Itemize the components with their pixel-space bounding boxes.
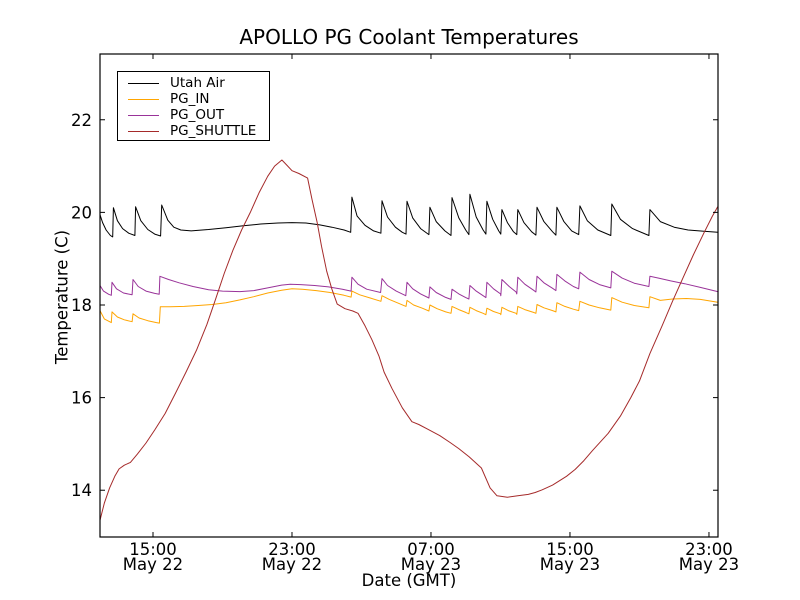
legend-line-sample-pg-in (128, 98, 159, 100)
legend-label: PG_OUT (170, 107, 225, 123)
series-line-utah-air (99, 193, 718, 238)
y-tick-label: 20 (71, 203, 92, 222)
x-tick-label-date: May 23 (540, 555, 600, 574)
x-tick-label-time: 07:00 (407, 540, 455, 559)
legend-line-sample-pg-shuttle (128, 130, 159, 132)
legend-label: PG_SHUTTLE (170, 123, 257, 139)
x-tick-label-time: 15:00 (546, 540, 594, 559)
y-tick-label: 16 (71, 389, 92, 408)
legend-entry-pg-in: PG_IN (118, 91, 269, 107)
x-tick-label-date: May 23 (401, 555, 461, 574)
y-tick-label: 22 (71, 111, 92, 130)
axes-frame (99, 53, 719, 538)
x-tick-label-time: 15:00 (129, 540, 177, 559)
y-tick-label: 14 (71, 481, 92, 500)
x-tick-label-date: May 22 (123, 555, 183, 574)
legend-line-sample-utah-air (128, 82, 159, 84)
legend-entry-pg-out: PG_OUT (118, 107, 269, 123)
x-tick-label-date: May 22 (262, 555, 322, 574)
legend-entry-pg-shuttle: PG_SHUTTLE (118, 123, 269, 139)
series-line-pg-shuttle (99, 159, 719, 521)
legend-label: PG_IN (170, 91, 210, 107)
x-tick-label-time: 23:00 (685, 540, 733, 559)
y-tick-label: 18 (71, 296, 92, 315)
x-tick-label-time: 23:00 (268, 540, 316, 559)
legend-label: Utah Air (170, 75, 225, 91)
legend-entry-utah-air: Utah Air (118, 75, 269, 91)
chart-title: APOLLO PG Coolant Temperatures (239, 25, 579, 49)
legend: Utah Air PG_IN PG_OUT PG_SHUTTLE (117, 71, 270, 141)
y-axis-label: Temperature (C) (52, 229, 72, 365)
series-line-pg-in (99, 288, 718, 324)
x-tick-label-date: May 23 (679, 555, 739, 574)
x-axis-label: Date (GMT) (361, 571, 457, 590)
legend-line-sample-pg-out (128, 114, 159, 116)
series-line-pg-out (99, 270, 718, 300)
